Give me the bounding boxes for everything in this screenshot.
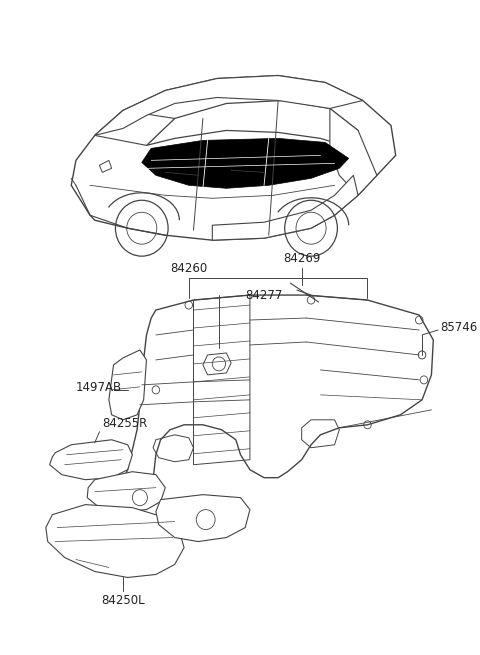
Text: 84269: 84269 xyxy=(283,252,320,265)
Polygon shape xyxy=(330,109,377,195)
Polygon shape xyxy=(95,111,175,145)
Text: 84260: 84260 xyxy=(170,262,207,275)
Polygon shape xyxy=(146,100,358,149)
Text: 84277: 84277 xyxy=(245,289,283,301)
Polygon shape xyxy=(203,353,231,375)
Polygon shape xyxy=(99,160,112,172)
Polygon shape xyxy=(87,472,165,512)
Polygon shape xyxy=(71,75,396,240)
Text: 1497AB: 1497AB xyxy=(76,381,122,394)
Polygon shape xyxy=(118,295,433,515)
Text: 85746: 85746 xyxy=(440,322,477,335)
Polygon shape xyxy=(156,495,250,542)
Polygon shape xyxy=(46,504,184,578)
Polygon shape xyxy=(95,75,363,136)
Polygon shape xyxy=(212,176,358,240)
Polygon shape xyxy=(49,440,132,479)
Polygon shape xyxy=(109,350,146,420)
Polygon shape xyxy=(142,138,348,188)
Text: 84255R: 84255R xyxy=(102,417,147,430)
Text: 84250L: 84250L xyxy=(101,595,145,607)
